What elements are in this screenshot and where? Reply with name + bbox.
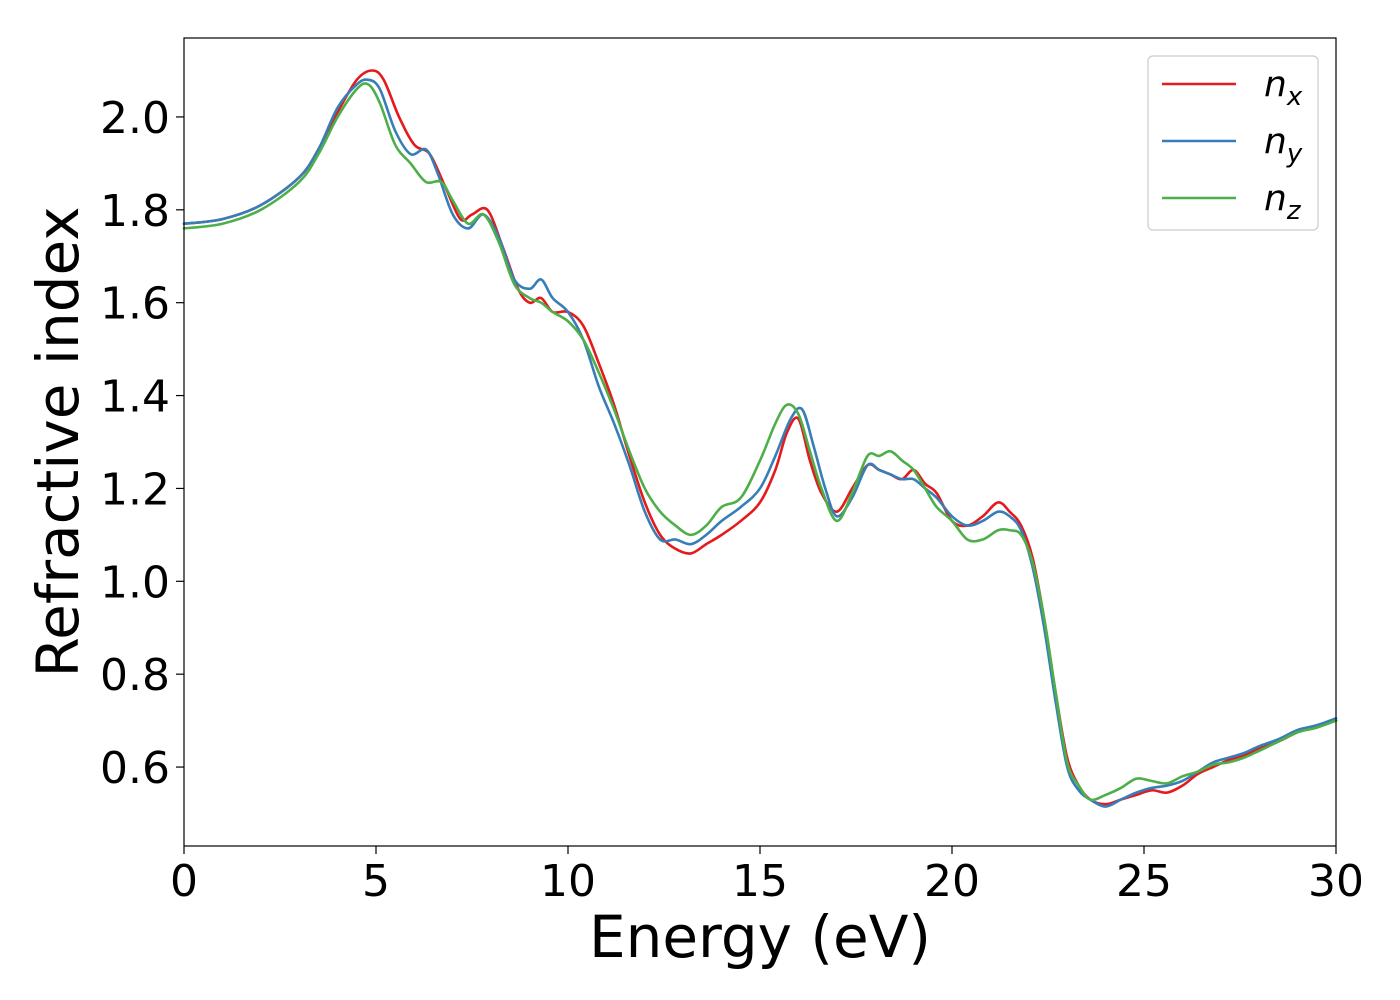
legend-label-x: nx — [1264, 64, 1303, 112]
legend-label-y: ny — [1264, 121, 1303, 169]
legend-label-z: nz — [1264, 178, 1302, 226]
x-tick-label: 25 — [1116, 856, 1172, 907]
series-line-y — [182, 78, 1338, 808]
y-tick-label: 0.8 — [100, 650, 170, 701]
y-tick-label: 1.0 — [100, 557, 170, 608]
plot-background — [184, 38, 1336, 846]
y-tick-label: 0.6 — [100, 743, 170, 794]
x-tick-label: 0 — [170, 856, 198, 907]
legend-label-sub: x — [1286, 82, 1303, 112]
x-axis-label: Energy (eV) — [589, 903, 931, 971]
y-tick-label: 1.6 — [100, 279, 170, 330]
y-tick-label: 1.2 — [100, 464, 170, 515]
x-tick-label: 10 — [540, 856, 596, 907]
y-tick-label: 2.0 — [100, 93, 170, 144]
legend-label-main: n — [1264, 178, 1287, 219]
x-tick-label: 30 — [1308, 856, 1364, 907]
series-layer — [182, 69, 1338, 808]
x-tick-label: 5 — [362, 856, 390, 907]
x-tick-label: 20 — [924, 856, 980, 907]
x-axis: 0 5 10 15 20 25 30 — [170, 846, 1364, 907]
legend-label-main: n — [1264, 121, 1287, 162]
y-axis-label: Refractive index — [24, 206, 92, 677]
y-axis: 0.6 0.8 1.0 1.2 1.4 1.6 1.8 2.0 — [100, 93, 184, 794]
legend-label-sub: z — [1286, 196, 1302, 226]
y-tick-label: 1.4 — [100, 372, 170, 423]
y-tick-label: 1.8 — [100, 186, 170, 237]
legend-box — [1147, 55, 1319, 231]
legend-label-main: n — [1264, 64, 1287, 105]
x-tick-label: 15 — [732, 856, 788, 907]
legend-label-sub: y — [1286, 139, 1303, 169]
series-line-z — [182, 82, 1338, 802]
